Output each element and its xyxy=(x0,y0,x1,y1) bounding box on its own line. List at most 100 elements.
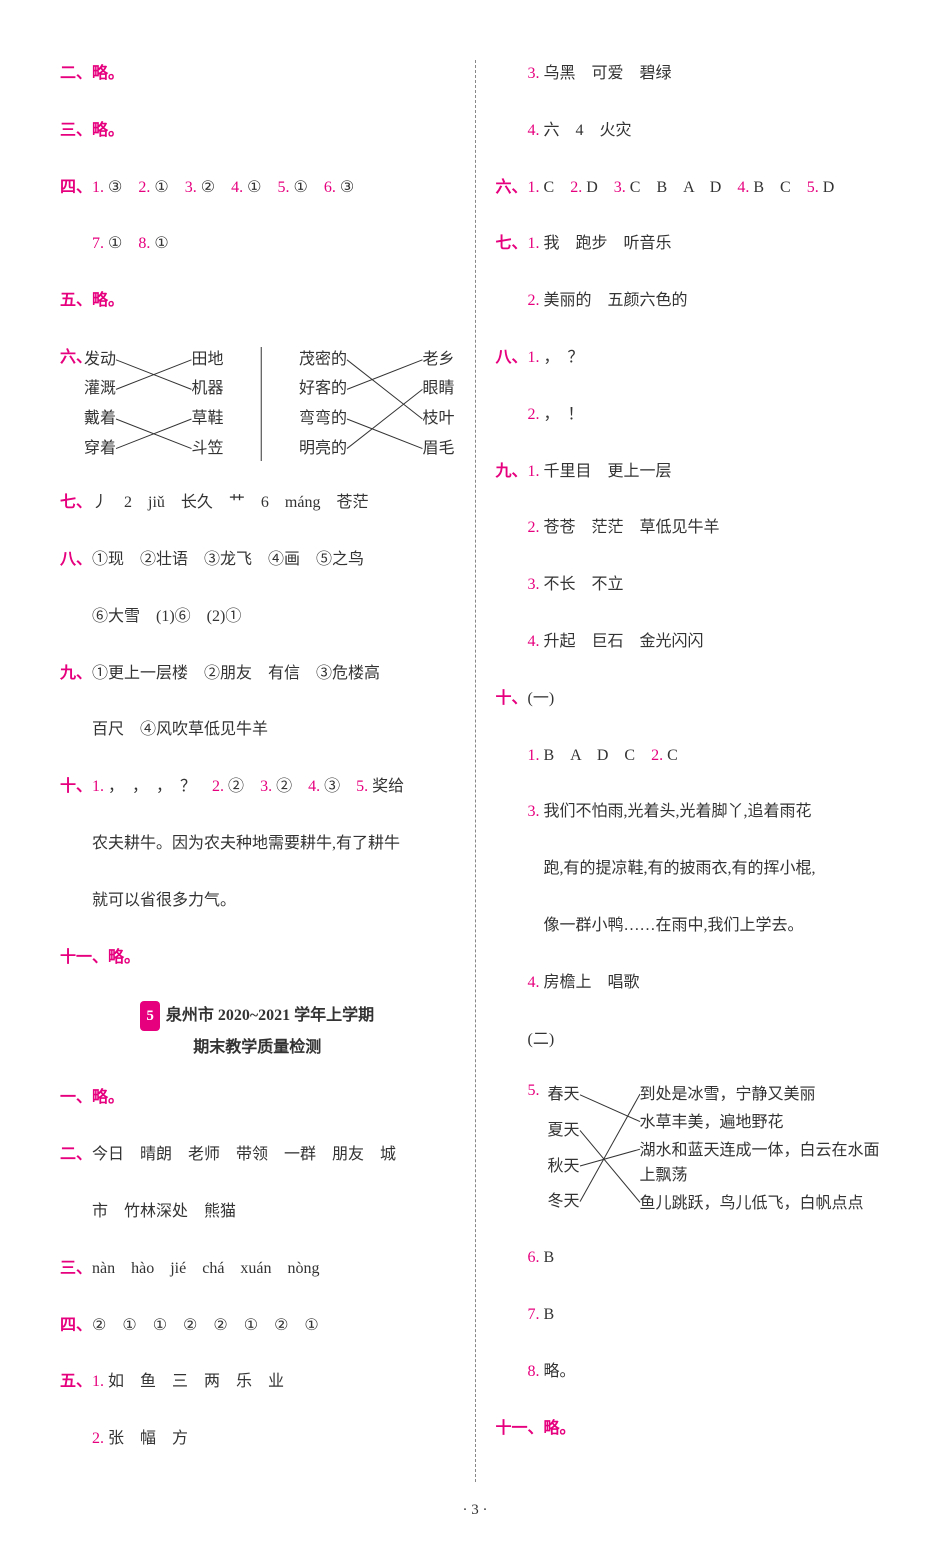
q6-table: 发动灌溉戴着穿着 田地机器草鞋斗笠 茂密的好客的弯弯的明亮的 老乡眼睛枝叶眉毛 xyxy=(84,347,455,461)
q5-num: 五、略。 xyxy=(60,292,124,309)
rq8-1v: ， ？ xyxy=(544,349,584,366)
q8-2: ⑥大雪 (1)⑥ (2)① xyxy=(60,603,455,632)
r4-n: 4. xyxy=(528,122,540,139)
match-item: 弯弯的 xyxy=(299,406,347,432)
b-q2-text2: 市 竹林深处 熊猫 xyxy=(92,1203,236,1220)
rq10-part2-text: (二) xyxy=(528,1031,555,1048)
match-item: 茂密的 xyxy=(299,347,347,373)
b-q4: 四、② ① ① ② ② ① ② ① xyxy=(60,1312,455,1341)
b-q3: 三、nàn hào jié chá xuán nòng xyxy=(60,1255,455,1284)
rq10-3v: 我们不怕雨,光着头,光着脚丫,追着雨花 xyxy=(544,803,812,820)
rq9-3n: 3. xyxy=(528,576,540,593)
match-item: 夏天 xyxy=(548,1118,580,1144)
rq10-5-right: 到处是冰雪，宁静又美丽水草丰美，遍地野花湖水和蓝天连成一体，白云在水面上飘荡鱼儿… xyxy=(640,1082,890,1216)
match-item: 好客的 xyxy=(299,376,347,402)
rq10-8: 8. 略。 xyxy=(496,1358,891,1387)
rq8-label: 八、 xyxy=(496,349,528,366)
r4: 4. 六 4 火灾 xyxy=(496,117,891,146)
match-item: 草鞋 xyxy=(191,406,223,432)
q9-text1: ①更上一层楼 ②朋友 有信 ③危楼高 xyxy=(92,665,380,682)
q4-label: 四、 xyxy=(60,179,92,196)
rq10-3c-text: 像一群小鸭……在雨中,我们上学去。 xyxy=(544,917,804,934)
q6-colA-left: 发动灌溉戴着穿着 xyxy=(84,347,116,461)
q10-b: 农夫耕牛。因为农夫种地需要耕牛,有了耕牛 xyxy=(60,830,455,859)
rq7-label: 七、 xyxy=(496,235,528,252)
match-item: 秋天 xyxy=(548,1154,580,1180)
left-column: 二、略。 三、略。 四、1. ③ 2. ① 3. ② 4. ① 5. ① 6. … xyxy=(40,60,476,1482)
rq9-2: 2. 苍苍 茫茫 草低见牛羊 xyxy=(496,514,891,543)
rq10-7v: B xyxy=(544,1306,555,1323)
rq10-1bv: C xyxy=(667,747,678,764)
rq10-4: 4. 房檐上 唱歌 xyxy=(496,969,891,998)
rq10-1n: 1. xyxy=(528,747,540,764)
r3-n: 3. xyxy=(528,65,540,82)
match-item: 湖水和蓝天连成一体，白云在水面上飘荡 xyxy=(640,1138,890,1189)
rq7-2v: 美丽的 五颜六色的 xyxy=(544,292,688,309)
rq10-part2: (二) xyxy=(496,1026,891,1055)
q8-text2: ⑥大雪 (1)⑥ (2)① xyxy=(92,608,241,625)
rq10-7n: 7. xyxy=(528,1306,540,1323)
b-q5-2: 2. 张 幅 方 xyxy=(60,1425,455,1454)
rq10-5-left: 春天夏天秋天冬天 xyxy=(548,1082,580,1216)
q8-label: 八、 xyxy=(60,551,92,568)
q9-1: 九、①更上一层楼 ②朋友 有信 ③危楼高 xyxy=(60,660,455,689)
rq7-1: 七、1. 我 跑步 听音乐 xyxy=(496,230,891,259)
rq10-4n: 4. xyxy=(528,974,540,991)
rq10-5-match: 5. 春天夏天秋天冬天 到处是冰雪，宁静又美丽水草丰美，遍地野花湖水和蓝天连成一… xyxy=(528,1082,891,1216)
rq9-1: 九、1. 千里目 更上一层 xyxy=(496,458,891,487)
b-q2-2: 市 竹林深处 熊猫 xyxy=(60,1198,455,1227)
match-item: 灌溉 xyxy=(84,376,116,402)
rq10-1: 1. B A D C 2. C xyxy=(496,742,891,771)
rq10-3a: 3. 我们不怕雨,光着头,光着脚丫,追着雨花 xyxy=(496,798,891,827)
q8-text1: ①现 ②壮语 ③龙飞 ④画 ⑤之鸟 xyxy=(92,551,364,568)
match-item: 戴着 xyxy=(84,406,116,432)
q6-colB-right: 老乡眼睛枝叶眉毛 xyxy=(422,347,454,461)
rq10-part1: (一) xyxy=(528,690,555,707)
rq8-2n: 2. xyxy=(528,406,540,423)
match-item: 眼睛 xyxy=(422,376,454,402)
match-item: 枝叶 xyxy=(422,406,454,432)
q9-2: 百尺 ④风吹草低见牛羊 xyxy=(60,716,455,745)
b-q5-1v: 如 鱼 三 两 乐 业 xyxy=(108,1373,284,1390)
rq9-label: 九、 xyxy=(496,463,528,480)
rq9-3v: 不长 不立 xyxy=(544,576,624,593)
q6-match: 发动灌溉戴着穿着 田地机器草鞋斗笠 茂密的好客的弯弯的明亮的 老乡眼睛枝叶眉毛 xyxy=(84,347,455,461)
section-heading: 5泉州市 2020~2021 学年上学期 期末教学质量检测 xyxy=(60,1000,455,1064)
rq10-3c: 像一群小鸭……在雨中,我们上学去。 xyxy=(496,912,891,941)
rq10-4v: 房檐上 唱歌 xyxy=(544,974,640,991)
rq11-num: 十一、略。 xyxy=(496,1420,576,1437)
rq10: 十、(一) xyxy=(496,685,891,714)
rq6: 六、1. C 2. D 3. C B A D 4. B C 5. D xyxy=(496,174,891,203)
q10-row1: 1. ， ， ， ？ 2. ② 3. ② 4. ③ 5. 奖给 xyxy=(92,778,404,795)
rq8-1: 八、1. ， ？ xyxy=(496,344,891,373)
q3: 三、略。 xyxy=(60,117,455,146)
q6-colA-right: 田地机器草鞋斗笠 xyxy=(191,347,223,461)
rq9-3: 3. 不长 不立 xyxy=(496,571,891,600)
rq6-label: 六、 xyxy=(496,179,528,196)
rq8-2v: ， ！ xyxy=(544,406,584,423)
q6-colB-left: 茂密的好客的弯弯的明亮的 xyxy=(299,347,347,461)
r3: 3. 乌黑 可爱 碧绿 xyxy=(496,60,891,89)
right-column: 3. 乌黑 可爱 碧绿 4. 六 4 火灾 六、1. C 2. D 3. C B… xyxy=(476,60,911,1482)
q11: 十一、略。 xyxy=(60,944,455,973)
q2: 二、略。 xyxy=(60,60,455,89)
match-item: 水草丰美，遍地野花 xyxy=(640,1110,890,1136)
rq7-2: 2. 美丽的 五颜六色的 xyxy=(496,287,891,316)
match-item: 斗笠 xyxy=(191,436,223,462)
q4-row1: 1. ③ 2. ① 3. ② 4. ① 5. ① 6. ③ xyxy=(92,179,354,196)
b-q4-label: 四、 xyxy=(60,1317,92,1334)
rq10-label: 十、 xyxy=(496,690,528,707)
rq9-4v: 升起 巨石 金光闪闪 xyxy=(544,633,704,650)
rq10-3n: 3. xyxy=(528,803,540,820)
heading-badge: 5 xyxy=(140,1001,160,1031)
rq11: 十一、略。 xyxy=(496,1415,891,1444)
heading1: 泉州市 2020~2021 学年上学期 xyxy=(166,1007,374,1024)
rq9-1v: 千里目 更上一层 xyxy=(544,463,672,480)
q11-num: 十一、略。 xyxy=(60,949,140,966)
q10: 十、1. ， ， ， ？ 2. ② 3. ② 4. ③ 5. 奖给 xyxy=(60,773,455,802)
q10-label: 十、 xyxy=(60,778,92,795)
rq9-1n: 1. xyxy=(528,463,540,480)
b-q1: 一、略。 xyxy=(60,1084,455,1113)
match-item: 明亮的 xyxy=(299,436,347,462)
rq7-2n: 2. xyxy=(528,292,540,309)
